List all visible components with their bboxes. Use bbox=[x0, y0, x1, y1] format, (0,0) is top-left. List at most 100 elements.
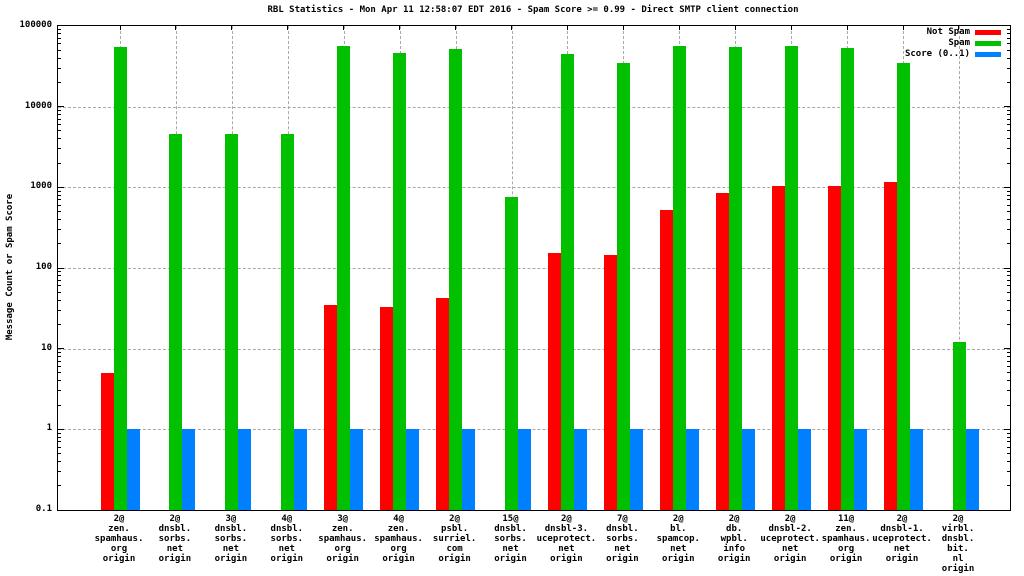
bar-spam-10 bbox=[672, 45, 686, 510]
bar-spam-13 bbox=[840, 48, 854, 510]
ytick-minor bbox=[58, 351, 61, 353]
ytick-minor bbox=[58, 37, 61, 39]
ytick-minor bbox=[1007, 355, 1010, 357]
ytick-minor bbox=[58, 81, 61, 83]
bar-not-spam-6 bbox=[436, 298, 450, 510]
bar-score-0-1-10 bbox=[685, 429, 699, 510]
ytick-minor bbox=[58, 390, 61, 392]
legend-swatch-not-spam bbox=[975, 29, 1001, 35]
ytick-minor bbox=[1007, 366, 1010, 368]
y-tick-label-10000: 10000 bbox=[24, 100, 52, 111]
ytick-minor bbox=[58, 446, 61, 448]
ytick-minor bbox=[58, 279, 61, 281]
ytick-minor bbox=[1007, 299, 1010, 301]
ytick-minor bbox=[58, 275, 61, 277]
ytick-minor bbox=[58, 436, 61, 438]
xtick-top bbox=[231, 26, 233, 30]
bar-spam-14 bbox=[896, 62, 910, 510]
bar-spam-11 bbox=[728, 46, 742, 510]
bar-spam-8 bbox=[560, 54, 574, 510]
ytick-minor bbox=[1007, 199, 1010, 201]
xtick-top bbox=[343, 26, 345, 30]
ytick-minor bbox=[1007, 190, 1010, 192]
plot-area: Not Spam Spam Score (0..1) bbox=[57, 25, 1011, 511]
ytick-minor bbox=[58, 380, 61, 382]
x-tick-label-10: 2@ bl. spamcop. net origin bbox=[656, 514, 700, 564]
bar-score-0-1-12 bbox=[797, 429, 811, 510]
ytick-minor bbox=[1007, 271, 1010, 273]
ytick-minor bbox=[58, 43, 61, 45]
x-tick-label-11: 2@ db. wpbl. info origin bbox=[717, 514, 751, 564]
bar-not-spam-0 bbox=[100, 372, 114, 510]
x-tick-label-3: 4@ dnsbl. sorbs. net origin bbox=[270, 514, 304, 564]
gridline-h-1000 bbox=[58, 187, 1010, 189]
gridline-h-10 bbox=[58, 348, 1010, 350]
ytick-minor bbox=[58, 366, 61, 368]
x-tick-label-4: 3@ zen. spamhaus. org origin bbox=[318, 514, 368, 564]
xtick-top bbox=[958, 26, 960, 30]
xtick-top bbox=[119, 26, 121, 30]
ytick-major bbox=[1004, 348, 1010, 350]
ytick-minor bbox=[1007, 130, 1010, 132]
ytick-major bbox=[58, 267, 64, 269]
ytick-minor bbox=[58, 67, 61, 69]
ytick-minor bbox=[58, 218, 61, 220]
xtick-top bbox=[734, 26, 736, 30]
bar-score-0-1-6 bbox=[462, 429, 476, 510]
ytick-minor bbox=[1007, 109, 1010, 111]
ytick-major bbox=[1004, 428, 1010, 430]
ytick-minor bbox=[1007, 33, 1010, 35]
ytick-minor bbox=[1007, 436, 1010, 438]
ytick-minor bbox=[1007, 446, 1010, 448]
ytick-minor bbox=[1007, 29, 1010, 31]
bar-not-spam-8 bbox=[547, 252, 561, 510]
ytick-major bbox=[1004, 106, 1010, 108]
bar-spam-5 bbox=[393, 53, 407, 510]
ytick-minor bbox=[58, 372, 61, 374]
bar-spam-6 bbox=[449, 48, 463, 510]
bar-not-spam-13 bbox=[827, 185, 841, 510]
legend-swatch-spam bbox=[975, 40, 1001, 46]
ytick-minor bbox=[1007, 441, 1010, 443]
ytick-minor bbox=[1007, 453, 1010, 455]
ytick-minor bbox=[1007, 118, 1010, 120]
y-tick-label-1: 1 bbox=[46, 423, 52, 434]
ytick-minor bbox=[1007, 162, 1010, 164]
bar-not-spam-4 bbox=[324, 304, 338, 510]
ytick-minor bbox=[58, 194, 61, 196]
ytick-minor bbox=[58, 190, 61, 192]
y-tick-label-0.1: 0.1 bbox=[35, 504, 52, 514]
ytick-minor bbox=[1007, 124, 1010, 126]
ytick-minor bbox=[58, 441, 61, 443]
bar-score-0-1-8 bbox=[573, 429, 587, 510]
bar-score-0-1-3 bbox=[294, 429, 308, 510]
ytick-minor bbox=[1007, 138, 1010, 140]
y-tick-label-100: 100 bbox=[35, 262, 52, 272]
bar-score-0-1-14 bbox=[909, 429, 923, 510]
ytick-minor bbox=[58, 33, 61, 35]
x-tick-label-5: 4@ zen. spamhaus. org origin bbox=[374, 514, 423, 564]
ytick-minor bbox=[1007, 360, 1010, 362]
ytick-major bbox=[1004, 267, 1010, 269]
y-tick-label-100000: 100000 bbox=[19, 20, 52, 30]
bar-score-0-1-7 bbox=[518, 429, 531, 510]
xtick-top bbox=[399, 26, 401, 30]
ytick-minor bbox=[1007, 471, 1010, 472]
x-tick-label-8: 2@ dnsbl-3. uceprotect. net origin bbox=[536, 514, 597, 564]
ytick-minor bbox=[1007, 372, 1010, 374]
bar-not-spam-12 bbox=[771, 185, 785, 510]
legend-label-score: Score (0..1) bbox=[904, 49, 970, 59]
ytick-minor bbox=[1007, 211, 1010, 213]
ytick-minor bbox=[1007, 404, 1010, 406]
bar-not-spam-14 bbox=[883, 182, 897, 510]
xtick-top bbox=[511, 26, 512, 30]
bar-score-0-1-11 bbox=[741, 429, 755, 510]
legend-label-spam: Spam bbox=[948, 38, 970, 48]
bar-score-0-1-4 bbox=[350, 429, 364, 510]
bar-spam-2 bbox=[225, 133, 239, 510]
ytick-minor bbox=[58, 471, 61, 472]
ytick-major bbox=[58, 428, 64, 430]
ytick-major bbox=[1004, 186, 1010, 188]
ytick-minor bbox=[1007, 460, 1010, 462]
xtick-top bbox=[455, 26, 457, 30]
